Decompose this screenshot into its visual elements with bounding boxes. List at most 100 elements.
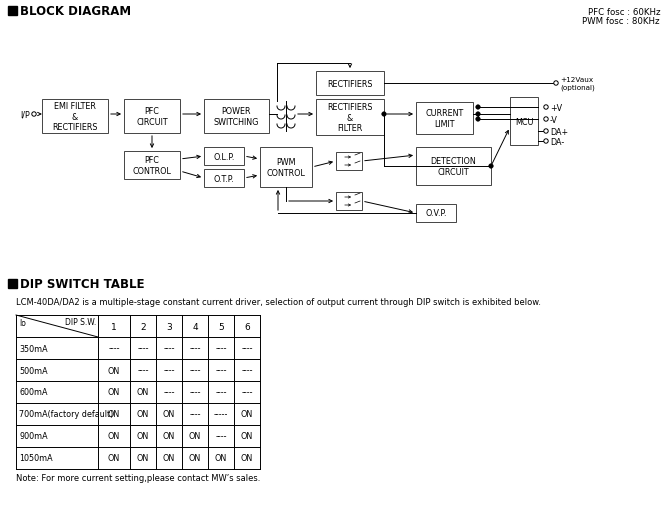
Text: RECTIFIERS
&
FILTER: RECTIFIERS & FILTER — [327, 103, 373, 133]
Circle shape — [544, 118, 548, 122]
Text: 900mA: 900mA — [19, 432, 48, 441]
Text: ----: ---- — [241, 344, 253, 353]
Text: BLOCK DIAGRAM: BLOCK DIAGRAM — [20, 5, 131, 18]
Bar — [204, 100, 269, 134]
Text: I/P: I/P — [20, 110, 29, 119]
Text: ----: ---- — [189, 344, 201, 353]
Text: 350mA: 350mA — [19, 344, 48, 353]
Text: ----: ---- — [189, 366, 201, 375]
Text: ON: ON — [163, 410, 175, 419]
Text: PWM
CONTROL: PWM CONTROL — [267, 158, 306, 177]
Text: ON: ON — [108, 432, 120, 441]
Text: O.T.P.: O.T.P. — [214, 174, 234, 183]
Bar — [336, 192, 362, 211]
Bar — [204, 170, 244, 188]
Circle shape — [544, 139, 548, 144]
Text: EMI FILTER
&
RECTIFIERS: EMI FILTER & RECTIFIERS — [52, 102, 98, 132]
Text: ----: ---- — [215, 366, 226, 375]
Text: 3: 3 — [166, 322, 172, 331]
Text: 600mA: 600mA — [19, 388, 48, 397]
Text: -V: -V — [550, 115, 558, 124]
Bar — [204, 147, 244, 166]
Text: RECTIFIERS: RECTIFIERS — [327, 79, 373, 88]
Circle shape — [544, 106, 548, 110]
Text: ON: ON — [241, 453, 253, 463]
Text: DIP S.W.: DIP S.W. — [65, 317, 96, 326]
Text: ON: ON — [215, 453, 227, 463]
Text: 700mA(factory default): 700mA(factory default) — [19, 410, 113, 419]
Bar — [316, 72, 384, 96]
Text: ----: ---- — [163, 344, 175, 353]
Text: POWER
SWITCHING: POWER SWITCHING — [214, 107, 259, 126]
Circle shape — [476, 113, 480, 117]
Text: PFC
CIRCUIT: PFC CIRCUIT — [136, 107, 168, 126]
Text: DETECTION
CIRCUIT: DETECTION CIRCUIT — [431, 157, 476, 176]
Text: ON: ON — [108, 388, 120, 397]
Text: DIP SWITCH TABLE: DIP SWITCH TABLE — [20, 277, 145, 290]
Bar — [124, 152, 180, 180]
Text: ON: ON — [189, 453, 201, 463]
Circle shape — [476, 106, 480, 110]
Text: ON: ON — [108, 453, 120, 463]
Text: ON: ON — [108, 366, 120, 375]
Text: ----: ---- — [241, 388, 253, 397]
Text: ON: ON — [163, 432, 175, 441]
Text: ON: ON — [241, 432, 253, 441]
Bar — [260, 147, 312, 188]
Circle shape — [489, 165, 493, 169]
Text: ----: ---- — [215, 388, 226, 397]
Text: LCM-40DA/DA2 is a multiple-stage constant current driver, selection of output cu: LCM-40DA/DA2 is a multiple-stage constan… — [16, 297, 541, 307]
Circle shape — [476, 118, 480, 122]
Text: ON: ON — [137, 410, 149, 419]
Text: ON: ON — [108, 410, 120, 419]
Text: 1050mA: 1050mA — [19, 453, 53, 463]
Text: ----: ---- — [163, 388, 175, 397]
Text: Io: Io — [19, 318, 26, 327]
Text: 2: 2 — [140, 322, 146, 331]
Bar — [510, 98, 538, 146]
Text: PWM fosc : 80KHz: PWM fosc : 80KHz — [582, 17, 660, 26]
Circle shape — [31, 113, 36, 117]
Text: O.L.P.: O.L.P. — [213, 152, 234, 161]
Text: ON: ON — [137, 453, 149, 463]
Circle shape — [544, 130, 548, 134]
Bar — [416, 103, 473, 135]
Text: ----: ---- — [189, 388, 201, 397]
Bar — [416, 147, 491, 186]
Text: ON: ON — [189, 432, 201, 441]
Text: ----: ---- — [241, 366, 253, 375]
Text: ----: ---- — [137, 366, 149, 375]
Text: -----: ----- — [214, 410, 228, 419]
Circle shape — [554, 82, 558, 86]
Text: PFC
CONTROL: PFC CONTROL — [133, 156, 172, 175]
Text: Note: For more current setting,please contact MW’s sales.: Note: For more current setting,please co… — [16, 473, 261, 482]
Text: +V: +V — [550, 104, 562, 112]
Bar — [316, 100, 384, 136]
Bar — [336, 153, 362, 171]
Text: ----: ---- — [189, 410, 201, 419]
Text: +12Vaux
(optional): +12Vaux (optional) — [560, 77, 595, 90]
Text: ----: ---- — [163, 366, 175, 375]
Text: 6: 6 — [244, 322, 250, 331]
Bar — [8, 279, 17, 288]
Text: ----: ---- — [109, 344, 120, 353]
Text: ON: ON — [241, 410, 253, 419]
Text: ----: ---- — [215, 432, 226, 441]
Text: ----: ---- — [215, 344, 226, 353]
Text: 1: 1 — [111, 322, 117, 331]
Text: ON: ON — [163, 453, 175, 463]
Text: CURRENT
LIMIT: CURRENT LIMIT — [425, 109, 464, 128]
Text: O.V.P.: O.V.P. — [425, 209, 447, 218]
Text: DA+: DA+ — [550, 127, 568, 136]
Text: 500mA: 500mA — [19, 366, 48, 375]
Text: 5: 5 — [218, 322, 224, 331]
Text: 4: 4 — [192, 322, 198, 331]
Circle shape — [382, 113, 386, 117]
Bar — [416, 205, 456, 223]
Text: PFC fosc : 60KHz: PFC fosc : 60KHz — [588, 8, 660, 17]
Bar — [124, 100, 180, 134]
Bar — [8, 7, 17, 16]
Text: ON: ON — [137, 432, 149, 441]
Text: ----: ---- — [137, 344, 149, 353]
Bar — [42, 100, 108, 134]
